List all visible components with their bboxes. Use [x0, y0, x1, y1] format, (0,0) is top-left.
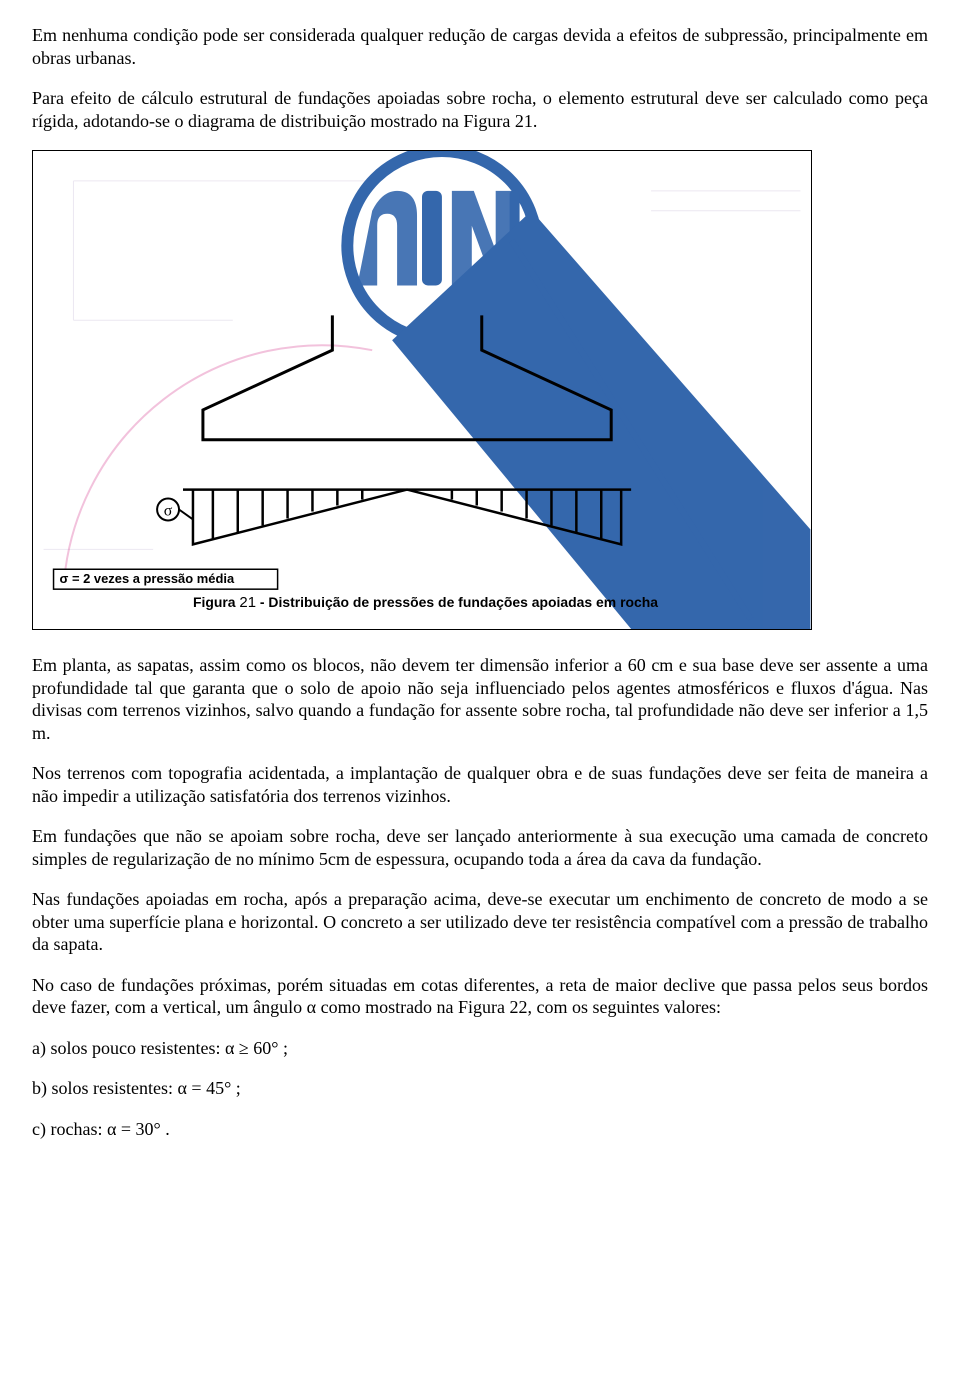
- list-item-b: b) solos resistentes: α = 45° ;: [32, 1077, 928, 1100]
- list-item-c: c) rochas: α = 30° .: [32, 1118, 928, 1141]
- figure-caption: Figura 21 - Distribuição de pressões de …: [193, 594, 658, 611]
- sigma-formula-text: σ = 2 vezes a pressão média: [60, 571, 235, 586]
- figure-caption-prefix: Figura: [193, 594, 239, 610]
- figure-21: σ σ = 2 vezes a pressão média Figura 21 …: [32, 150, 812, 630]
- list-item-a: a) solos pouco resistentes: α ≥ 60° ;: [32, 1037, 928, 1060]
- watermark-logo: [347, 151, 810, 629]
- svg-text:Figura 21 - Distribuição de pr: Figura 21 - Distribuição de pressões de …: [193, 594, 658, 611]
- paragraph-4: Nos terrenos com topografia acidentada, …: [32, 762, 928, 807]
- paragraph-3: Em planta, as sapatas, assim como os blo…: [32, 654, 928, 744]
- figure-21-svg: σ σ = 2 vezes a pressão média Figura 21 …: [33, 151, 811, 629]
- paragraph-2: Para efeito de cálculo estrutural de fun…: [32, 87, 928, 132]
- paragraph-6: Nas fundações apoiadas em rocha, após a …: [32, 888, 928, 956]
- paragraph-5: Em fundações que não se apoiam sobre roc…: [32, 825, 928, 870]
- paragraph-7: No caso de fundações próximas, porém sit…: [32, 974, 928, 1019]
- sigma-arrow: σ: [157, 499, 193, 521]
- sigma-formula-box: σ = 2 vezes a pressão média: [54, 569, 278, 589]
- paragraph-1: Em nenhuma condição pode ser considerada…: [32, 24, 928, 69]
- figure-caption-rest: - Distribuição de pressões de fundações …: [256, 594, 658, 610]
- sigma-label: σ: [164, 502, 173, 519]
- figure-number: 21: [239, 594, 256, 611]
